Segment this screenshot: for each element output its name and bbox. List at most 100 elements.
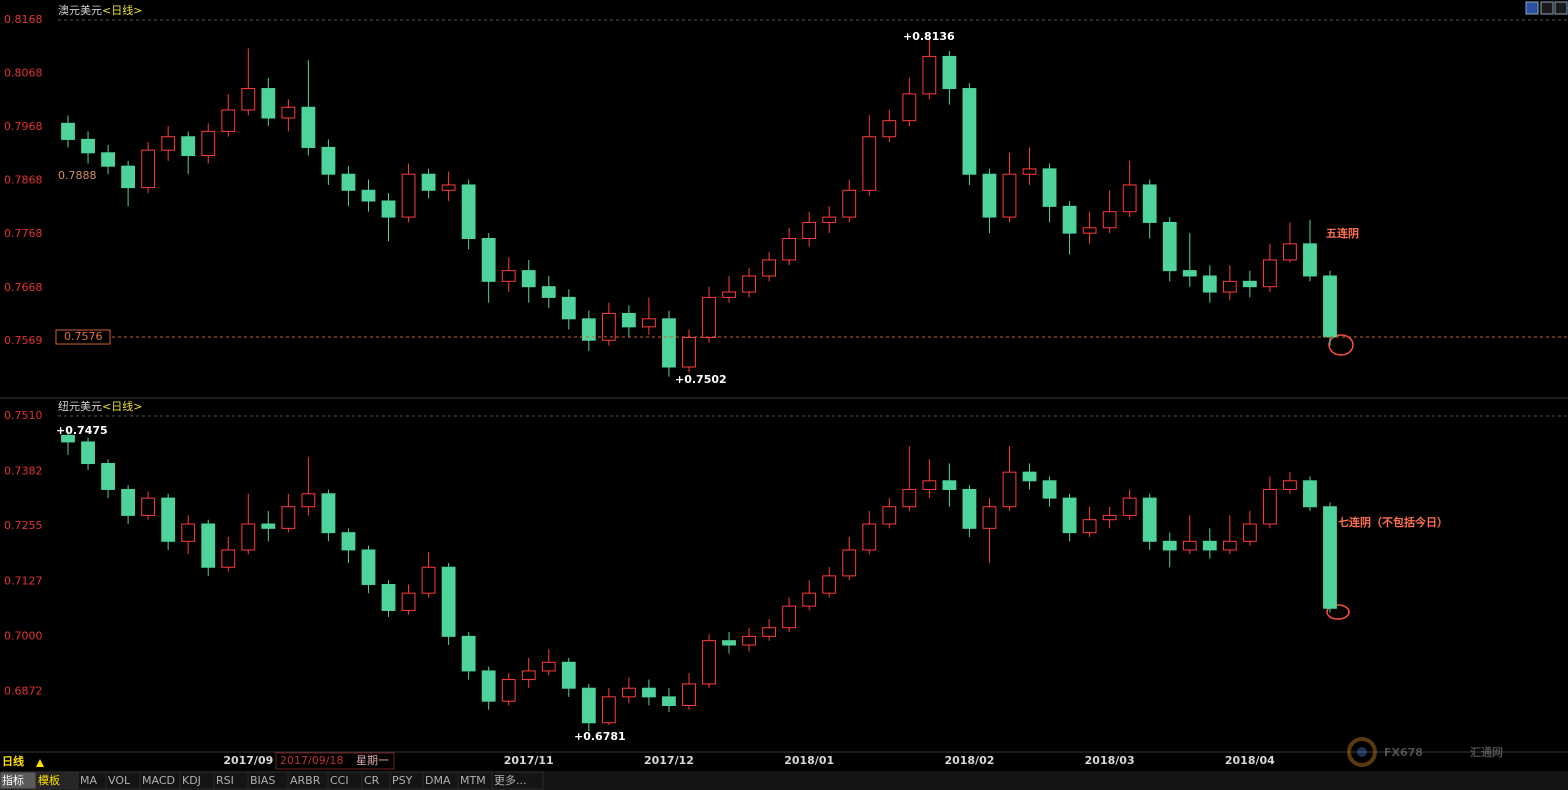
candle-body: [1323, 506, 1337, 609]
cursor-price-label: 0.7888: [58, 169, 97, 182]
candle-body: [201, 523, 216, 568]
candle-body: [441, 566, 456, 637]
candle-body: [782, 237, 797, 261]
tab[interactable]: MA: [80, 774, 97, 787]
tab[interactable]: MTM: [460, 774, 486, 787]
candle-body: [81, 138, 95, 154]
icon-button[interactable]: [1554, 1, 1568, 15]
candle-body: [742, 635, 756, 646]
candle-body: [461, 635, 476, 672]
candle-body: [281, 106, 296, 119]
candle-body: [161, 136, 176, 151]
candle-body: [762, 259, 777, 277]
candle-body: [1182, 270, 1197, 277]
title: 澳元美元: [58, 4, 102, 17]
candle-body: [782, 605, 797, 629]
tab[interactable]: PSY: [392, 774, 413, 787]
annotation: 五连阴: [1326, 226, 1359, 240]
candle-body: [1122, 497, 1137, 516]
candle-body: [401, 592, 416, 611]
candle-body: [1202, 275, 1217, 293]
y-tick-label: 0.7569: [4, 334, 43, 347]
watermark-logo: [1357, 747, 1367, 757]
tab[interactable]: KDJ: [182, 774, 201, 787]
candle-body: [61, 434, 75, 443]
x-tick-label: 2018/01: [784, 754, 834, 767]
candle-body: [962, 88, 977, 175]
candle-body: [121, 165, 136, 189]
panel-title: 纽元美元<日线>: [58, 399, 142, 413]
tab[interactable]: RSI: [216, 774, 234, 787]
date-box: [275, 752, 395, 770]
candle-body: [942, 480, 957, 490]
candle-body: [762, 627, 777, 637]
candle-body: [401, 173, 416, 218]
candle-body: [121, 488, 136, 516]
candle-body: [1122, 184, 1137, 213]
candle-body: [1182, 540, 1197, 551]
candle-body: [101, 463, 115, 490]
watermark: [1347, 737, 1377, 767]
candle-body: [1002, 173, 1017, 218]
candle-body: [1283, 243, 1297, 261]
candle-body: [1022, 471, 1037, 482]
icon-button[interactable]: [1540, 1, 1554, 15]
x-tick-label: 2018/04: [1225, 754, 1275, 767]
candle-body: [421, 566, 436, 594]
candle-body: [1323, 275, 1337, 338]
last-price-box: [55, 329, 111, 345]
tab[interactable]: 模板: [38, 773, 60, 787]
candle-body: [822, 216, 837, 223]
candle-body: [281, 506, 296, 529]
tab[interactable]: ARBR: [290, 774, 321, 787]
tab[interactable]: MACD: [142, 774, 175, 787]
candle-body: [722, 640, 736, 646]
x-tick-label: 2017/11: [504, 754, 554, 767]
candle-body: [902, 93, 917, 122]
candle-body: [802, 592, 817, 607]
candle-body: [1202, 540, 1217, 551]
candle-body: [1162, 221, 1177, 272]
tab-background[interactable]: [491, 771, 544, 790]
candle-body: [1042, 168, 1057, 207]
watermark-logo: [1347, 737, 1377, 767]
candle-body: [1262, 259, 1277, 288]
candle-body: [1303, 243, 1317, 277]
candle-body: [882, 506, 897, 525]
candle-body: [822, 575, 837, 594]
candle-body: [561, 661, 576, 689]
candle-body: [1102, 211, 1117, 229]
y-tick-label: 0.7668: [4, 281, 43, 294]
x-tick-label: 2018/03: [1085, 754, 1135, 767]
tab[interactable]: CCI: [330, 774, 349, 787]
candle-body: [361, 189, 376, 202]
tab[interactable]: CR: [364, 774, 380, 787]
candle-body: [1042, 480, 1057, 499]
y-tick-label: 0.8168: [4, 13, 43, 26]
candle-body: [321, 493, 336, 534]
candle-body: [201, 130, 216, 156]
candle-body: [662, 696, 676, 706]
tab[interactable]: 指标: [2, 773, 24, 787]
y-tick-label: 0.8068: [4, 67, 43, 80]
candle-body: [1022, 168, 1037, 175]
candle-body: [181, 136, 196, 156]
tab[interactable]: VOL: [108, 774, 131, 787]
tab[interactable]: 更多...: [494, 773, 527, 787]
weekday-label: 星期一: [356, 754, 389, 767]
tab[interactable]: BIAS: [250, 774, 275, 787]
period-arrow[interactable]: [36, 759, 44, 767]
icon-button[interactable]: [1525, 1, 1539, 15]
tab[interactable]: DMA: [425, 774, 451, 787]
candle-body: [381, 584, 396, 611]
candle-body: [501, 679, 516, 702]
candle-body: [561, 296, 576, 320]
candle-body: [621, 312, 636, 328]
candle-body: [541, 661, 556, 672]
candle-body: [1082, 519, 1097, 534]
candle-body: [81, 441, 95, 465]
candle-body: [722, 291, 736, 298]
annotation: +0.6781: [574, 730, 626, 743]
x-tick-label: 2018/02: [944, 754, 994, 767]
